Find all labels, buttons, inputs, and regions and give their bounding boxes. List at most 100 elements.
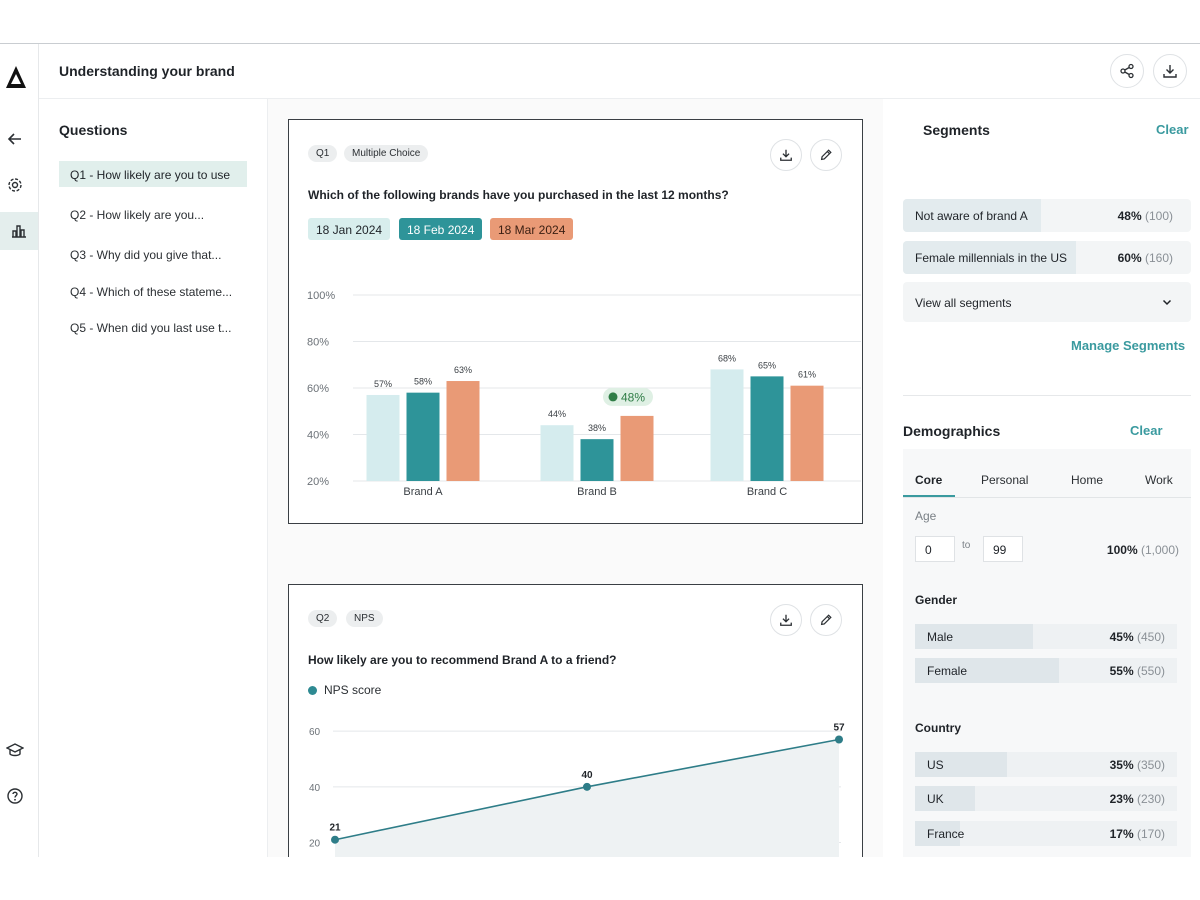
bar: [540, 425, 574, 481]
download-button[interactable]: [1153, 54, 1187, 88]
chevron-down-icon: [1162, 299, 1172, 306]
view-all-segments-dropdown[interactable]: View all segments: [903, 282, 1191, 322]
card-download-button[interactable]: [770, 139, 802, 171]
chart-icon[interactable]: [0, 212, 38, 250]
demographics-clear-button[interactable]: Clear: [1130, 423, 1163, 438]
help-icon[interactable]: [4, 785, 26, 807]
tab-work[interactable]: Work: [1145, 473, 1173, 487]
card-edit-button[interactable]: [810, 604, 842, 636]
question-card-q1: Q1 Multiple Choice Which of the followin…: [288, 119, 863, 524]
x-tick-label: Brand C: [747, 486, 787, 498]
age-label: Age: [915, 509, 937, 523]
legend-label: NPS score: [324, 683, 382, 697]
question-card-q2: Q2 NPS How likely are you to recommend B…: [288, 584, 863, 857]
section-divider: [903, 395, 1191, 396]
bar: [446, 381, 480, 481]
country-value: 23% (230): [1109, 792, 1165, 806]
data-label: 63%: [454, 365, 472, 375]
age-value: 100% (1,000): [1106, 543, 1179, 557]
tab-core[interactable]: Core: [915, 473, 943, 487]
y-tick-label: 20%: [307, 476, 329, 488]
country-item-uk[interactable]: UK 23% (230): [915, 786, 1177, 811]
highlight-badge: [603, 387, 653, 406]
pencil-icon: [820, 614, 832, 626]
questions-panel: Questions Q1 - How likely are you to use…: [39, 99, 268, 857]
segment-item[interactable]: Female millennials in the US 60% (160): [903, 241, 1191, 274]
gender-value: 55% (550): [1109, 664, 1165, 678]
share-icon: [1120, 63, 1134, 79]
age-min-input[interactable]: 0: [915, 536, 955, 562]
download-icon: [1163, 65, 1177, 78]
view-all-label: View all segments: [915, 296, 1012, 310]
segment-value: 60% (160): [1117, 251, 1173, 265]
gender-label-text: Male: [927, 630, 954, 644]
country-item-us[interactable]: US 35% (350): [915, 752, 1177, 777]
gender-item-female[interactable]: Female 55% (550): [915, 658, 1177, 683]
data-label: 68%: [718, 353, 736, 363]
gender-label-text: Female: [927, 664, 968, 678]
data-label: 57%: [374, 379, 392, 389]
question-item-q1[interactable]: Q1 - How likely are you to use: [59, 161, 247, 187]
country-label-text: US: [927, 758, 944, 772]
brand-purchase-bar-chart: 100% 80% 60% 40% 20% Brand A 57% 58% 63% Brand B 4…: [307, 290, 861, 498]
data-point: [583, 782, 591, 791]
country-item-france[interactable]: France 17% (170): [915, 821, 1177, 846]
country-label-text: France: [927, 827, 965, 841]
settings-icon[interactable]: [4, 174, 26, 196]
card-edit-button[interactable]: [810, 139, 842, 171]
data-point: [835, 735, 843, 744]
country-value: 35% (350): [1109, 758, 1165, 772]
age-max-input[interactable]: 99: [983, 536, 1023, 562]
share-button[interactable]: [1110, 54, 1144, 88]
data-label: 48%: [621, 390, 645, 404]
manage-segments-link[interactable]: Manage Segments: [1071, 338, 1186, 353]
gender-value: 45% (450): [1109, 630, 1165, 644]
data-label: 65%: [758, 360, 776, 370]
question-item-q3[interactable]: Q3 - Why did you give that...: [70, 248, 222, 262]
legend-dot: [308, 686, 317, 695]
segments-clear-button[interactable]: Clear: [1156, 122, 1189, 137]
x-tick-label: Brand B: [577, 486, 617, 498]
y-tick-label: 80%: [307, 337, 329, 349]
y-tick-label: 40: [309, 783, 321, 794]
question-type-chip: Multiple Choice: [344, 145, 429, 162]
bar: [790, 385, 824, 481]
data-label: 61%: [798, 370, 816, 380]
question-id-chip: Q2: [308, 610, 338, 627]
segment-share-fill: [903, 199, 1042, 232]
question-item-q4[interactable]: Q4 - Which of these stateme...: [70, 285, 233, 299]
date-chip-feb[interactable]: 18 Feb 2024: [399, 218, 483, 240]
questions-heading: Questions: [59, 122, 128, 138]
question-id-chip: Q1: [308, 145, 338, 162]
segment-item[interactable]: Not aware of brand A 48% (100): [903, 199, 1191, 232]
tab-underline: [903, 497, 1191, 498]
bar: [620, 415, 654, 481]
date-chip-jan[interactable]: 18 Jan 2024: [308, 218, 391, 240]
question-item-q2[interactable]: Q2 - How likely are you...: [70, 208, 205, 222]
graduation-cap-icon[interactable]: [4, 739, 26, 761]
back-arrow-icon[interactable]: [4, 128, 26, 150]
share-fill: [915, 624, 1033, 649]
question-item-q5[interactable]: Q5 - When did you last use t...: [70, 321, 232, 335]
segments-heading: Segments: [923, 122, 990, 138]
data-point: [331, 835, 339, 844]
top-bar: Understanding your brand: [39, 44, 1200, 99]
tab-personal[interactable]: Personal: [981, 473, 1029, 487]
card-download-button[interactable]: [770, 604, 802, 636]
x-tick-label: Brand A: [403, 486, 443, 498]
area-fill: [335, 739, 839, 857]
date-chip-mar[interactable]: 18 Mar 2024: [490, 218, 574, 240]
gender-item-male[interactable]: Male 45% (450): [915, 624, 1177, 649]
gender-label: Gender: [915, 593, 958, 607]
y-tick-label: 60: [309, 727, 321, 738]
tab-home[interactable]: Home: [1071, 473, 1104, 487]
data-label: 38%: [588, 423, 606, 433]
filters-panel: Segments Clear Not aware of brand A 48% …: [883, 99, 1200, 857]
country-label: Country: [915, 721, 961, 735]
nps-line-chart: 60 40 20 21 40 57: [309, 722, 845, 857]
age-to-label: to: [962, 540, 971, 551]
tab-active-indicator: [903, 495, 955, 497]
bar: [406, 392, 440, 481]
brand-logo-icon[interactable]: [5, 65, 27, 89]
question-text: Which of the following brands have you p…: [308, 188, 729, 202]
